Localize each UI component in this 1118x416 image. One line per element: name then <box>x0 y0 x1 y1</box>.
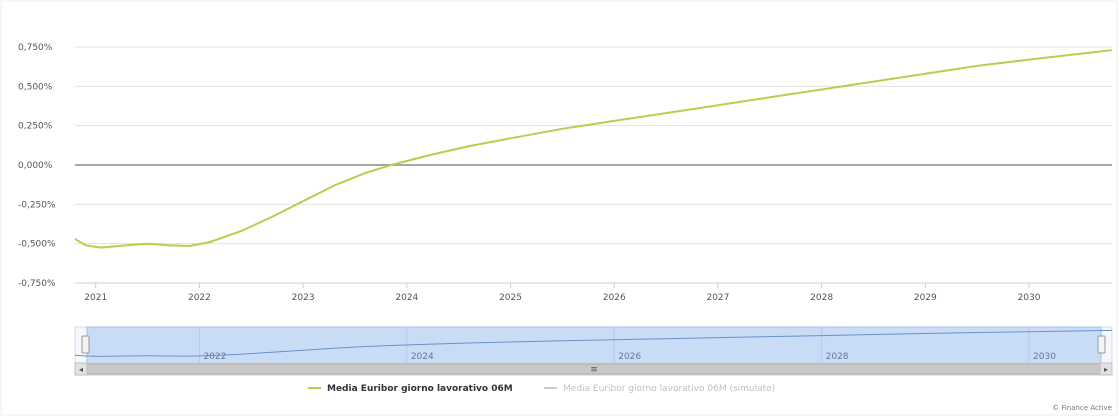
chevron-left-icon: ◂ <box>79 365 83 374</box>
x-tick-label: 2022 <box>188 293 211 303</box>
legend-item-euribor[interactable]: Media Euribor giorno lavorativo 06M <box>308 384 513 394</box>
navigator[interactable]: 2022 2024 2026 2028 2030 <box>74 326 1113 364</box>
navigator-left-handle[interactable] <box>81 335 90 354</box>
chevron-right-icon: ▸ <box>1104 365 1108 374</box>
x-tick-label: 2021 <box>84 293 107 303</box>
scrollbar-grip-icon: ≡ <box>590 365 598 375</box>
y-tick-label: 0,000% <box>18 161 53 171</box>
legend-label-simulato: Media Euribor giorno lavorativo 06M (sim… <box>563 384 775 394</box>
legend: Media Euribor giorno lavorativo 06M Medi… <box>308 384 775 394</box>
x-tick-label: 2025 <box>499 293 522 303</box>
y-tick-label: -0,250% <box>18 200 56 210</box>
legend-item-simulato[interactable]: Media Euribor giorno lavorativo 06M (sim… <box>544 384 775 394</box>
y-tick-label: -0,500% <box>18 240 56 250</box>
x-axis-ticks <box>95 283 1030 288</box>
scroll-left-button[interactable] <box>74 362 88 376</box>
navigator-label: 2022 <box>203 352 226 362</box>
navigator-series-line <box>74 329 1113 357</box>
x-tick-label: 2030 <box>1018 293 1041 303</box>
legend-label-euribor: Media Euribor giorno lavorativo 06M <box>327 384 513 394</box>
navigator-label: 2024 <box>411 352 434 362</box>
scroll-right-button[interactable] <box>1099 362 1113 376</box>
y-tick-label: -0,750% <box>18 279 56 289</box>
navigator-label: 2026 <box>618 352 641 362</box>
navigator-label: 2028 <box>826 352 849 362</box>
x-tick-label: 2026 <box>603 293 626 303</box>
navigator-right-handle[interactable] <box>1097 335 1106 354</box>
credit-text[interactable]: © Finance Active <box>1052 404 1112 412</box>
series-line-euribor <box>74 49 1113 249</box>
navigator-label: 2030 <box>1033 352 1056 362</box>
x-tick-label: 2028 <box>810 293 833 303</box>
navigator-selection[interactable] <box>86 326 1102 364</box>
y-tick-label: 0,250% <box>18 122 53 132</box>
x-tick-label: 2029 <box>914 293 937 303</box>
x-tick-label: 2023 <box>292 293 315 303</box>
x-axis-labels: 2021 2022 2023 2024 2025 2026 2027 2028 2029 2030 <box>84 293 1040 303</box>
scrollbar[interactable]: ≡ ◂ ▸ <box>74 362 1113 376</box>
y-tick-label: 0,500% <box>18 82 53 92</box>
x-tick-label: 2027 <box>706 293 729 303</box>
x-tick-label: 2024 <box>395 293 418 303</box>
y-axis-labels: 0,750% 0,500% 0,250% 0,000% -0,250% -0,500% -0… <box>18 43 56 289</box>
y-tick-label: 0,750% <box>18 43 53 53</box>
navigator-labels: 2022 2024 2026 2028 2030 <box>203 352 1056 362</box>
